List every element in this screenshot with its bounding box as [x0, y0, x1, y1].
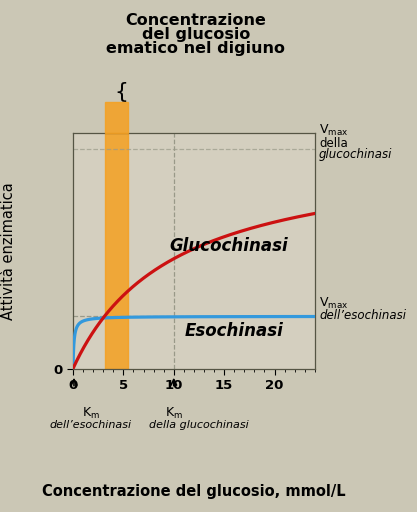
Text: Attività enzimatica: Attività enzimatica: [1, 182, 16, 320]
Text: della: della: [319, 137, 348, 150]
Text: della glucochinasi: della glucochinasi: [149, 420, 249, 430]
Text: K$_{\rm m}$: K$_{\rm m}$: [165, 406, 183, 420]
Text: glucochinasi: glucochinasi: [319, 148, 392, 161]
Bar: [105, 133, 128, 369]
Text: V$_{\rm max}$: V$_{\rm max}$: [319, 296, 349, 311]
Text: K$_{\rm m}$: K$_{\rm m}$: [82, 406, 100, 420]
Text: dell’esochinasi: dell’esochinasi: [319, 309, 406, 322]
Text: V$_{\rm max}$: V$_{\rm max}$: [319, 123, 349, 138]
Text: ematico nel digiuno: ematico nel digiuno: [106, 41, 286, 56]
Text: }: }: [110, 80, 124, 100]
Text: Concentrazione: Concentrazione: [126, 13, 266, 28]
Text: Esochinasi: Esochinasi: [185, 322, 284, 340]
Text: Glucochinasi: Glucochinasi: [170, 237, 289, 254]
Text: dell’esochinasi: dell’esochinasi: [50, 420, 132, 430]
Text: del glucosio: del glucosio: [142, 27, 250, 42]
Text: Concentrazione del glucosio, mmol/L: Concentrazione del glucosio, mmol/L: [42, 484, 346, 499]
